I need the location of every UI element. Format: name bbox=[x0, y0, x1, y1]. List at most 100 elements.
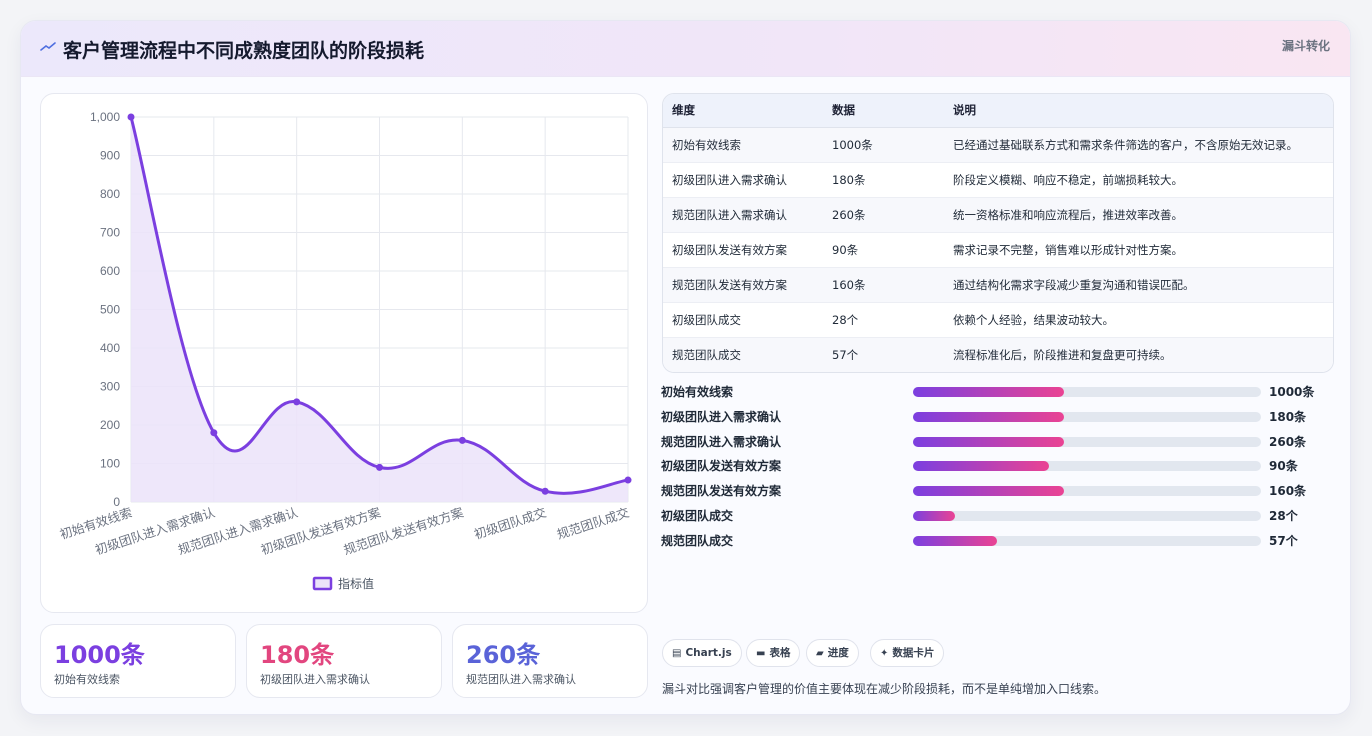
progress-fill bbox=[913, 411, 1065, 422]
table-row: 规范团队发送有效方案 160条 通过结构化需求字段减少重复沟通和错误匹配。 bbox=[663, 267, 1333, 302]
table-cell: 90条 bbox=[832, 242, 859, 257]
progress-value: 1000条 bbox=[1269, 385, 1315, 399]
progress-value: 57个 bbox=[1269, 533, 1298, 548]
chart-icon: ▤ bbox=[672, 648, 682, 659]
table-cell: 初级团队发送有效方案 bbox=[672, 242, 787, 257]
progress-value: 180条 bbox=[1269, 409, 1307, 424]
progress-fill bbox=[913, 486, 1065, 497]
chip-label: 进度 bbox=[827, 647, 849, 659]
chip-label: Chart.js bbox=[685, 647, 732, 659]
table-cell: 260条 bbox=[832, 207, 866, 222]
table-header-cell: 说明 bbox=[944, 94, 1333, 128]
table-cell: 阶段定义模糊、响应不稳定，前端损耗较大。 bbox=[953, 172, 1183, 187]
data-point bbox=[624, 476, 632, 484]
chip-sparkle[interactable]: ✦ 数据卡片 bbox=[870, 639, 945, 667]
line-chart-panel: 0 100 200 300 400 500 600 700 800 900 1,000 初始有效线索初… bbox=[40, 93, 648, 613]
progress-icon: ▰ bbox=[816, 648, 824, 659]
table-cell: 160条 bbox=[832, 277, 866, 292]
progress-label: 规范团队发送有效方案 bbox=[661, 484, 782, 499]
table-row: 规范团队进入需求确认 260条 统一资格标准和响应流程后，推进效率改善。 bbox=[663, 197, 1333, 232]
legend-swatch bbox=[312, 576, 333, 591]
stat-label: 初始有效线索 bbox=[54, 673, 120, 686]
progress-track bbox=[913, 436, 1261, 447]
y-tick-label: 500 bbox=[100, 303, 120, 317]
chip-table[interactable]: ▬ 表格 bbox=[746, 639, 801, 667]
x-tick-label: 初级团队成交 bbox=[472, 505, 548, 542]
progress-label: 规范团队进入需求确认 bbox=[661, 434, 782, 449]
data-point bbox=[458, 436, 466, 444]
progress-fill bbox=[913, 461, 1049, 472]
chip-progress[interactable]: ▰ 进度 bbox=[806, 639, 859, 667]
y-tick-label: 1,000 bbox=[90, 110, 120, 124]
page-title: 客户管理流程中不同成熟度团队的阶段损耗 bbox=[63, 40, 425, 62]
y-tick-label: 600 bbox=[100, 264, 120, 278]
legend-label: 指标值 bbox=[338, 576, 374, 591]
progress-value: 28个 bbox=[1269, 509, 1298, 523]
progress-label: 初级团队成交 bbox=[661, 509, 734, 523]
table-cell: 初始有效线索 bbox=[672, 137, 741, 152]
header-tag: 漏斗转化 bbox=[1281, 39, 1330, 53]
progress-value: 90条 bbox=[1269, 459, 1298, 474]
line-chart: 01002003004005006007008009001,000初始有效线索初… bbox=[58, 110, 632, 591]
y-tick-label: 0 bbox=[113, 495, 120, 509]
table-row: 规范团队成交 57个 流程标准化后，阶段推进和复盘更可持续。 bbox=[663, 337, 1333, 372]
stat-card-junior-confirm: 180条 初级团队进入需求确认 bbox=[246, 624, 442, 698]
table-cell: 初级团队成交 bbox=[672, 312, 741, 327]
stat-value: 260条 bbox=[466, 641, 541, 669]
progress-row: 规范团队发送有效方案 160条 bbox=[661, 480, 1341, 500]
table-row: 初始有效线索 1000条 已经通过基础联系方式和需求条件筛选的客户，不含原始无效记录… bbox=[663, 127, 1333, 162]
table-row: 初级团队进入需求确认 180条 阶段定义模糊、响应不稳定，前端损耗较大。 bbox=[663, 162, 1333, 197]
progress-label: 初始有效线索 bbox=[661, 385, 734, 399]
y-tick-label: 200 bbox=[100, 418, 120, 432]
table-cell: 流程标准化后，阶段推进和复盘更可持续。 bbox=[953, 347, 1172, 362]
stat-card-standard-confirm: 260条 规范团队进入需求确认 bbox=[452, 624, 648, 698]
trend-line-icon bbox=[40, 42, 56, 51]
x-tick-label: 规范团队成交 bbox=[555, 505, 631, 542]
y-tick-label: 300 bbox=[100, 380, 120, 394]
progress-fill bbox=[913, 511, 955, 521]
data-point bbox=[127, 113, 135, 121]
progress-track bbox=[913, 411, 1261, 422]
table-cell: 依赖个人经验，结果波动较大。 bbox=[953, 312, 1114, 327]
y-tick-label: 700 bbox=[100, 226, 120, 240]
progress-row: 规范团队进入需求确认 260条 bbox=[661, 431, 1341, 451]
data-point bbox=[210, 429, 218, 437]
y-tick-label: 400 bbox=[100, 341, 120, 355]
progress-label: 初级团队发送有效方案 bbox=[661, 459, 782, 474]
table-icon: ▬ bbox=[756, 648, 766, 659]
table-cell: 28个 bbox=[832, 312, 859, 327]
progress-label: 规范团队成交 bbox=[661, 533, 734, 548]
progress-track bbox=[913, 511, 1261, 521]
table-cell: 通过结构化需求字段减少重复沟通和错误匹配。 bbox=[953, 277, 1195, 292]
progress-row: 规范团队成交 57个 bbox=[661, 530, 1341, 550]
chip-label: 数据卡片 bbox=[892, 647, 935, 659]
data-point bbox=[293, 398, 301, 406]
progress-label: 初级团队进入需求确认 bbox=[661, 409, 782, 424]
table-cell: 180条 bbox=[832, 172, 866, 187]
stat-label: 规范团队进入需求确认 bbox=[466, 673, 576, 686]
progress-row: 初级团队进入需求确认 180条 bbox=[661, 406, 1341, 426]
table-cell: 1000条 bbox=[832, 137, 873, 152]
progress-track bbox=[913, 461, 1261, 472]
chip-label: 表格 bbox=[769, 647, 791, 659]
progress-fill bbox=[913, 436, 1065, 447]
stat-value: 1000条 bbox=[54, 641, 145, 669]
header-bar: 客户管理流程中不同成熟度团队的阶段损耗 漏斗转化 bbox=[21, 21, 1350, 77]
table-cell: 需求记录不完整，销售难以形成针对性方案。 bbox=[953, 242, 1183, 257]
stat-card-initial: 1000条 初始有效线索 bbox=[40, 624, 236, 698]
table-cell: 规范团队进入需求确认 bbox=[672, 207, 787, 222]
progress-fill bbox=[913, 387, 1065, 397]
progress-value: 160条 bbox=[1269, 484, 1307, 499]
y-tick-label: 100 bbox=[100, 457, 120, 471]
progress-fill bbox=[913, 535, 997, 546]
data-table: 维度 数据 说明 初始有效线索 1000条 已经通过基础联系方式和需求条件筛选的客户… bbox=[662, 93, 1334, 373]
table-row: 初级团队发送有效方案 90条 需求记录不完整，销售难以形成针对性方案。 bbox=[663, 232, 1333, 267]
progress-track bbox=[913, 535, 1261, 546]
table-cell: 已经通过基础联系方式和需求条件筛选的客户，不含原始无效记录。 bbox=[953, 137, 1298, 152]
y-tick-label: 800 bbox=[100, 187, 120, 201]
table-cell: 初级团队进入需求确认 bbox=[672, 172, 787, 187]
progress-track bbox=[913, 486, 1261, 497]
chip-chart[interactable]: ▤ Chart.js bbox=[662, 639, 742, 667]
area-fill bbox=[131, 117, 628, 502]
progress-row: 初级团队成交 28个 bbox=[661, 505, 1341, 525]
